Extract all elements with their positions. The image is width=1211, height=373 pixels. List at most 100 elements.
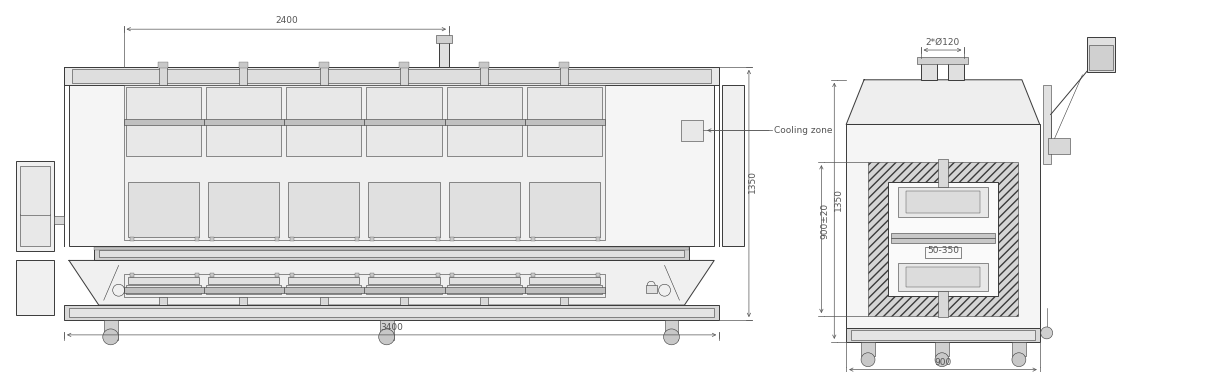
Bar	[124, 119, 203, 125]
Bar	[948, 58, 964, 80]
Bar	[365, 286, 444, 292]
Bar	[529, 277, 599, 284]
Text: 900±20: 900±20	[821, 203, 830, 239]
Bar	[210, 236, 214, 241]
Bar	[104, 320, 117, 340]
Bar	[195, 236, 199, 241]
Bar	[524, 119, 606, 125]
Bar	[447, 87, 522, 156]
Bar	[559, 310, 569, 315]
Bar	[355, 236, 360, 241]
Bar	[530, 273, 535, 277]
Circle shape	[379, 329, 395, 345]
Polygon shape	[69, 260, 714, 305]
Bar	[203, 286, 285, 292]
Bar	[436, 273, 440, 277]
Bar	[480, 310, 489, 315]
Bar	[127, 277, 199, 284]
Bar	[160, 63, 167, 85]
Circle shape	[664, 329, 679, 345]
Bar	[130, 236, 133, 241]
Bar	[368, 182, 440, 236]
Bar	[939, 291, 948, 317]
Bar	[126, 87, 201, 156]
Bar	[935, 342, 949, 356]
Bar	[126, 285, 201, 294]
Bar	[239, 62, 248, 68]
Bar	[127, 182, 199, 236]
Bar	[398, 62, 409, 68]
Bar	[318, 62, 328, 68]
Bar	[206, 285, 281, 294]
Bar	[906, 267, 980, 287]
Bar	[366, 87, 442, 156]
Bar	[682, 119, 704, 141]
Circle shape	[861, 353, 876, 367]
Bar	[69, 308, 714, 317]
Bar	[21, 214, 50, 245]
Bar	[561, 297, 568, 315]
Bar	[524, 286, 606, 292]
Bar	[1012, 342, 1026, 356]
Bar	[530, 236, 535, 241]
Bar	[527, 87, 602, 156]
Bar	[398, 310, 409, 315]
Text: 3400: 3400	[380, 323, 403, 332]
Text: 1350: 1350	[833, 188, 843, 211]
Circle shape	[1040, 327, 1052, 339]
Bar	[17, 260, 54, 315]
Bar	[868, 162, 1018, 316]
Bar	[275, 273, 279, 277]
Bar	[906, 191, 980, 213]
Bar	[69, 67, 714, 245]
Bar	[516, 236, 520, 241]
Bar	[286, 285, 361, 294]
Bar	[318, 310, 328, 315]
Circle shape	[103, 329, 119, 345]
Bar	[444, 119, 524, 125]
Bar	[285, 286, 365, 292]
Bar	[480, 62, 489, 68]
Text: 2400: 2400	[275, 16, 298, 25]
Bar	[368, 277, 440, 284]
Bar	[285, 119, 365, 125]
Bar	[891, 238, 995, 242]
Bar	[400, 63, 408, 85]
Bar	[64, 67, 719, 85]
Bar	[527, 285, 602, 294]
Bar	[448, 182, 520, 236]
Bar	[54, 216, 64, 224]
Bar	[320, 297, 328, 315]
Bar	[99, 250, 684, 257]
Text: 900: 900	[935, 358, 952, 367]
Bar	[851, 330, 1034, 340]
Bar	[450, 236, 454, 241]
Bar	[596, 236, 599, 241]
Bar	[846, 125, 1040, 328]
Bar	[203, 119, 285, 125]
Bar	[448, 277, 520, 284]
Bar	[208, 277, 279, 284]
Bar	[160, 297, 167, 315]
Bar	[559, 62, 569, 68]
Bar	[288, 182, 360, 236]
Bar	[888, 182, 998, 296]
Bar	[561, 63, 568, 85]
Bar	[722, 85, 744, 245]
Bar	[64, 305, 719, 320]
Bar	[450, 273, 454, 277]
Bar	[286, 87, 361, 156]
Bar	[925, 247, 960, 258]
Bar	[665, 320, 678, 340]
Bar	[436, 35, 452, 43]
Bar	[159, 310, 168, 315]
Bar	[897, 263, 988, 291]
Bar	[1087, 37, 1115, 72]
Bar	[529, 182, 599, 236]
Bar	[366, 285, 442, 294]
Bar	[124, 286, 203, 292]
Bar	[516, 273, 520, 277]
Bar	[1043, 85, 1051, 164]
Bar	[289, 236, 294, 241]
Bar	[436, 236, 440, 241]
